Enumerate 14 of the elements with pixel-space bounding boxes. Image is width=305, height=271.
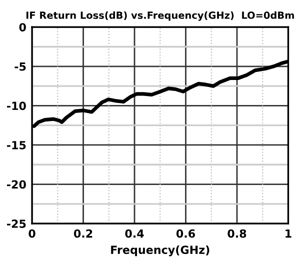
x-tick-label: 1 [286,229,292,238]
y-tick-label: -20 [7,180,26,189]
y-tick-label: -25 [7,220,26,228]
y-tick-label: -5 [14,62,26,71]
y-tick-label: 0 [19,23,26,32]
x-tick-label: 0 [28,229,36,238]
y-tick-label: -15 [7,141,26,150]
x-tick-label: 0.4 [125,229,144,238]
x-tick-label: 0.8 [228,229,246,238]
x-tick-label: 0.6 [176,229,195,238]
y-tick-label: -10 [7,102,26,110]
chart-title: IF Return Loss(dB) vs.Frequency(GHz) LO=0dBm [26,11,294,21]
x-tick-label: 0.2 [74,229,92,238]
x-axis-title: Frequency(GHz) [111,245,210,256]
